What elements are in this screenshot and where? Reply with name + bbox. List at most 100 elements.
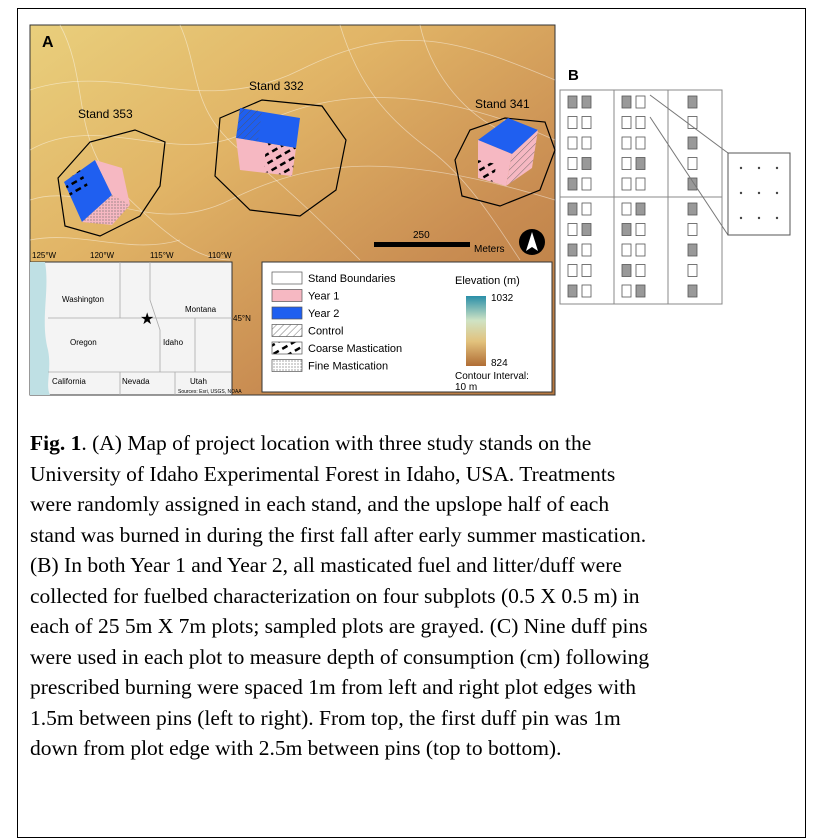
subplot	[568, 158, 577, 170]
subplot	[636, 117, 645, 129]
caption-line: University of Idaho Experimental Forest …	[30, 459, 649, 490]
legend-label: Fine Mastication	[308, 361, 388, 373]
subplot	[688, 158, 697, 170]
caption-line: were randomly assigned in each stand, an…	[30, 489, 649, 520]
figure: A Stand 353 Stand 332 Stand 341 250 Mete…	[0, 0, 824, 420]
place: Nevada	[122, 377, 150, 386]
place: California	[52, 377, 86, 386]
subplot	[568, 203, 577, 215]
panel-label: A	[42, 34, 54, 51]
place: Montana	[185, 305, 217, 314]
pin	[740, 192, 742, 194]
pin	[740, 167, 742, 169]
source: Sources: Esri, USGS, NOAA	[178, 389, 242, 395]
subplot	[688, 137, 697, 149]
subplot	[688, 224, 697, 236]
pin	[758, 217, 760, 219]
latitude: 45°N	[233, 314, 251, 323]
pin	[776, 217, 778, 219]
subplot	[636, 203, 645, 215]
subplot	[688, 285, 697, 297]
caption-line: collected for fuelbed characterization o…	[30, 581, 649, 612]
subplot	[622, 158, 631, 170]
subplot	[688, 178, 697, 190]
legend-swatch	[272, 307, 302, 319]
contour-label: Contour Interval:	[455, 371, 529, 382]
legend-swatch	[272, 290, 302, 302]
caption-line: stand was burned in during the first fal…	[30, 520, 649, 551]
subplot	[582, 137, 591, 149]
subplot	[582, 224, 591, 236]
legend-label: Stand Boundaries	[308, 273, 396, 285]
caption-line: down from plot edge with 2.5m between pi…	[30, 733, 649, 764]
contour-value: 10 m	[455, 382, 477, 393]
pin	[776, 167, 778, 169]
legend-label: Year 2	[308, 308, 339, 320]
place: Utah	[190, 377, 207, 386]
subplot	[688, 265, 697, 277]
subplot	[582, 117, 591, 129]
subplot	[568, 137, 577, 149]
subplot	[582, 178, 591, 190]
location-star: ★	[140, 311, 154, 328]
caption: Fig. 1. (A) Map of project location with…	[30, 428, 649, 764]
subplot	[636, 244, 645, 256]
inset-map	[30, 262, 232, 395]
subplot	[622, 265, 631, 277]
caption-line: 1.5m between pins (left to right). From …	[30, 703, 649, 734]
subplot	[636, 96, 645, 108]
subplot	[582, 265, 591, 277]
stand-label: Stand 332	[249, 79, 304, 93]
subplot	[582, 285, 591, 297]
legend-label: Coarse Mastication	[308, 343, 402, 355]
panel-label: B	[568, 67, 579, 84]
elevation-title: Elevation (m)	[455, 275, 520, 287]
subplot	[636, 158, 645, 170]
caption-line: prescribed burning were spaced 1m from l…	[30, 672, 649, 703]
subplot	[622, 178, 631, 190]
caption-text: . (A) Map of project location with three…	[81, 431, 591, 455]
subplot	[636, 178, 645, 190]
scale-value: 250	[413, 230, 430, 241]
subplot	[568, 178, 577, 190]
pin	[740, 217, 742, 219]
subplot	[688, 203, 697, 215]
longitude: 110°W	[208, 251, 232, 260]
subplot	[582, 96, 591, 108]
subplot	[568, 285, 577, 297]
pin	[776, 192, 778, 194]
subplot	[568, 96, 577, 108]
longitude: 120°W	[90, 251, 115, 260]
subplot	[636, 265, 645, 277]
plot-grid	[560, 90, 722, 304]
subplot	[688, 244, 697, 256]
caption-line: Fig. 1. (A) Map of project location with…	[30, 428, 649, 459]
legend-swatch	[272, 325, 302, 337]
longitude: 125°W	[32, 251, 57, 260]
place: Washington	[62, 295, 104, 304]
stand-label: Stand 341	[475, 97, 530, 111]
subplot	[568, 244, 577, 256]
caption-line: each of 25 5m X 7m plots; sampled plots …	[30, 611, 649, 642]
pin	[758, 167, 760, 169]
subplot	[622, 96, 631, 108]
stand-label: Stand 353	[78, 107, 133, 121]
legend-label: Year 1	[308, 291, 339, 303]
subplot	[622, 203, 631, 215]
subplot	[568, 265, 577, 277]
caption-line: were used in each plot to measure depth …	[30, 642, 649, 673]
elevation-ramp	[466, 296, 486, 366]
subplot	[622, 117, 631, 129]
legend-label: Control	[308, 326, 343, 338]
elevation-min: 824	[491, 358, 508, 369]
place: Idaho	[163, 338, 184, 347]
subplot	[582, 244, 591, 256]
subplot	[688, 96, 697, 108]
subplot	[568, 224, 577, 236]
page: A Stand 353 Stand 332 Stand 341 250 Mete…	[0, 0, 824, 831]
subplot	[622, 137, 631, 149]
subplot	[622, 285, 631, 297]
subplot	[582, 203, 591, 215]
scale-unit: Meters	[474, 244, 505, 255]
longitude: 115°W	[150, 251, 174, 260]
